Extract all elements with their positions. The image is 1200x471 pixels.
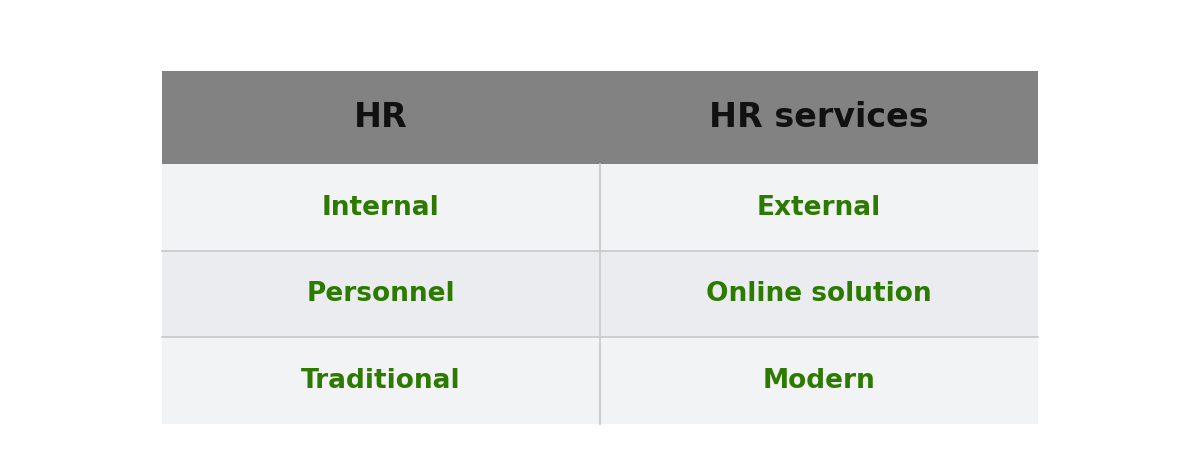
Text: Online solution: Online solution [706,281,932,307]
Text: External: External [757,195,881,220]
FancyBboxPatch shape [162,164,1038,251]
Text: Traditional: Traditional [301,368,461,394]
FancyBboxPatch shape [162,251,1038,337]
Text: Modern: Modern [763,368,875,394]
Text: HR: HR [354,101,408,134]
Text: HR services: HR services [709,101,929,134]
FancyBboxPatch shape [162,337,1038,424]
FancyBboxPatch shape [162,71,1038,164]
Text: Personnel: Personnel [307,281,455,307]
Text: Internal: Internal [322,195,440,220]
